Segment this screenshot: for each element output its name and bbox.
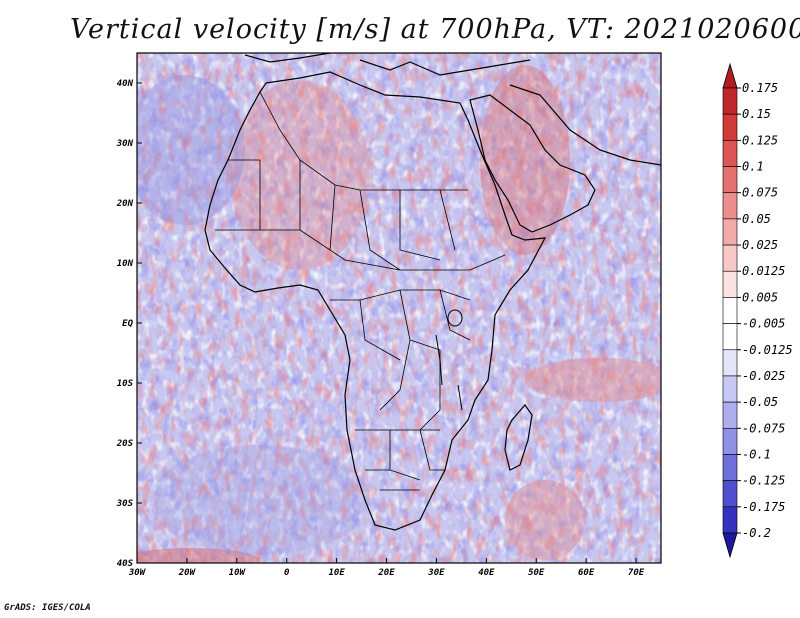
colorbar-label: 0.005	[742, 290, 778, 304]
colorbar-label: -0.05	[742, 395, 778, 409]
border-lines-south	[355, 429, 445, 491]
coastlines	[204, 53, 661, 531]
field-red-zone-southwest	[137, 548, 260, 563]
colorbar: 0.175 0.15 0.125 0.1 0.075 0.05 0.025 0.0125 0.0…	[722, 62, 793, 559]
colorbar-label: 0.025	[742, 238, 778, 252]
border-lines-north	[215, 91, 506, 271]
lon-tick-label: 60E	[578, 568, 595, 578]
lat-tick-label: 30S	[116, 499, 134, 509]
colorbar-segment	[722, 401, 738, 429]
colorbar-segment	[722, 87, 738, 115]
vertical-velocity-field	[137, 53, 661, 563]
field-red-zone-southeast	[505, 480, 585, 560]
lake-tanganyika	[435, 334, 443, 386]
colorbar-segment	[722, 323, 738, 351]
arabia-coastline	[469, 94, 596, 233]
colorbar-label: -0.2	[742, 526, 771, 540]
lon-tick-label: 10W	[229, 568, 247, 578]
lon-tick-label: 20E	[377, 568, 395, 578]
field-blue-zone-south-atlantic	[150, 445, 370, 555]
lon-tick-label: 0	[284, 568, 290, 578]
colorbar-label: -0.025	[742, 369, 785, 383]
lat-tick-label: 20N	[116, 199, 134, 209]
colorbar-segment	[722, 218, 738, 246]
lon-tick-label: 40E	[478, 568, 495, 578]
colorbar-segment	[722, 192, 738, 220]
lake-malawi	[457, 384, 463, 411]
lat-tick-label: 40S	[117, 559, 134, 569]
colorbar-segment	[722, 454, 738, 481]
colorbar-segment	[722, 375, 738, 403]
colorbar-label: 0.175	[742, 81, 778, 95]
colorbar-segment	[722, 166, 738, 194]
lon-tick-label: 20W	[178, 568, 197, 578]
lat-tick-label: 10S	[117, 379, 134, 389]
colorbar-segment	[722, 427, 738, 455]
colorbar-segment	[722, 270, 738, 298]
colorbar-label: -0.125	[742, 474, 785, 488]
colorbar-label: 0.075	[742, 186, 778, 200]
longitude-axis: 30W 20W 10W 0 10E 20E 30E 40E 50E 60E 70E	[128, 558, 645, 578]
persian-gulf-coastline	[509, 84, 661, 166]
colorbar-segment	[722, 140, 738, 167]
lon-tick-label: 70E	[628, 568, 645, 578]
lat-tick-label: 40N	[117, 79, 134, 89]
lat-tick-label: EQ	[122, 319, 133, 329]
grads-credit: GrADS: IGES/COLA	[4, 603, 91, 613]
colorbar-segment	[722, 506, 738, 534]
colorbar-segment	[722, 480, 738, 508]
lat-tick-label: 30N	[116, 139, 134, 149]
lat-tick-label: 20S	[116, 439, 134, 449]
border-lines-central	[330, 289, 471, 431]
colorbar-label: 0.0125	[742, 264, 785, 278]
lon-tick-label: 50E	[528, 568, 545, 578]
colorbar-top-arrow	[722, 62, 738, 89]
lon-tick-label: 30W	[128, 568, 147, 578]
lat-tick-label: 10N	[117, 259, 134, 269]
colorbar-label: -0.005	[742, 317, 785, 331]
colorbar-bottom-arrow	[722, 532, 738, 559]
colorbar-label: 0.15	[742, 107, 771, 121]
colorbar-label: -0.175	[742, 500, 785, 514]
field-red-zone-arabia	[480, 65, 570, 255]
lon-tick-label: 10E	[328, 568, 345, 578]
field-blue-zone-atlantic	[137, 75, 245, 225]
colorbar-label: 0.125	[742, 133, 778, 147]
colorbar-label: 0.05	[742, 212, 771, 226]
map-title: Vertical velocity [m/s] at 700hPa, VT: 2…	[70, 14, 800, 45]
colorbar-label: -0.1	[742, 447, 771, 461]
colorbar-label: -0.0125	[742, 343, 793, 357]
field-red-zone-indian	[525, 358, 661, 402]
country-borders	[215, 91, 506, 491]
africa-coastline	[204, 71, 547, 531]
map-frame	[136, 52, 662, 564]
lakes	[435, 309, 463, 411]
field-red-texture	[137, 53, 661, 563]
colorbar-segment	[722, 113, 738, 141]
latitude-axis: 40N 30N 20N 10N EQ 10S 20S 30S 40S	[116, 79, 142, 569]
colorbar-segment	[722, 297, 738, 324]
europe-coastline	[244, 53, 531, 76]
madagascar-coastline	[504, 404, 533, 471]
colorbar-segment	[722, 349, 738, 377]
colorbar-segment	[722, 244, 738, 272]
lake-victoria	[447, 309, 463, 327]
colorbar-label: -0.075	[742, 421, 785, 435]
lon-tick-label: 30E	[427, 568, 445, 578]
colorbar-label: 0.1	[742, 160, 764, 174]
